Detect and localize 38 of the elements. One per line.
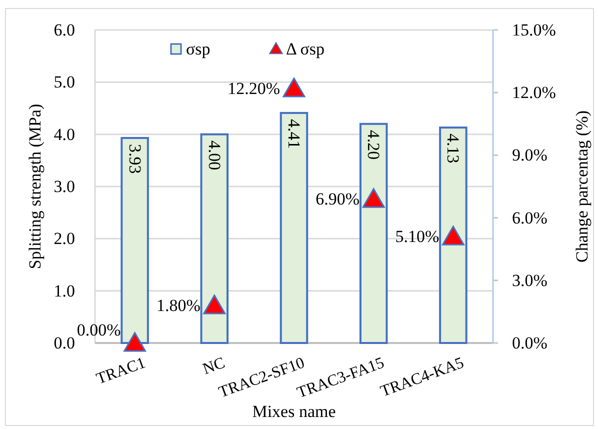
y-tick-label: 1.0	[54, 281, 75, 300]
y2-tick-label: 12.0%	[512, 83, 556, 102]
y2-tick-label: 3.0%	[512, 270, 548, 290]
y-tick-label: 2.0	[54, 229, 75, 248]
data-label: 4.20	[364, 130, 384, 160]
point	[442, 226, 464, 246]
bar	[359, 122, 388, 344]
data-label: 4.41	[284, 118, 304, 149]
bar	[280, 112, 308, 344]
y-tick-label: 6.0	[54, 20, 75, 40]
data-label: 3.93	[125, 144, 144, 174]
point	[203, 294, 226, 314]
data-label: 5.10%	[395, 227, 440, 246]
data-label: 1.80%	[156, 296, 200, 315]
x-axis-title: Mixes name	[252, 402, 336, 421]
y-axis-title: Splitting strength (MPa)	[26, 104, 44, 270]
bar	[200, 133, 229, 344]
y-tick-label: 3.0	[54, 177, 75, 196]
data-label: 0.00%	[76, 320, 121, 340]
bar	[439, 126, 468, 344]
y-tick-label: 0.0	[54, 334, 75, 352]
y-tick-label: 4.0	[54, 124, 75, 144]
data-label: 4.13	[444, 134, 463, 164]
legend-label: σsp	[186, 40, 210, 58]
point	[282, 78, 306, 98]
y2-tick-label: 9.0%	[512, 146, 548, 165]
y2-tick-label: 15.0%	[512, 20, 556, 40]
data-label: 6.90%	[316, 190, 360, 209]
data-label: 4.00	[204, 140, 224, 170]
y2-axis-title: Change parcentag (%)	[572, 110, 592, 262]
y2-tick-label: 0.0%	[512, 334, 548, 352]
point	[362, 188, 385, 208]
point	[124, 332, 146, 352]
y-tick-label: 5.0	[54, 72, 75, 92]
legend-label: Δ σsp	[286, 40, 325, 58]
x-tick-label: TRAC1	[94, 354, 148, 388]
data-label: 12.20%	[228, 78, 280, 98]
y2-tick-label: 6.0%	[512, 208, 548, 228]
